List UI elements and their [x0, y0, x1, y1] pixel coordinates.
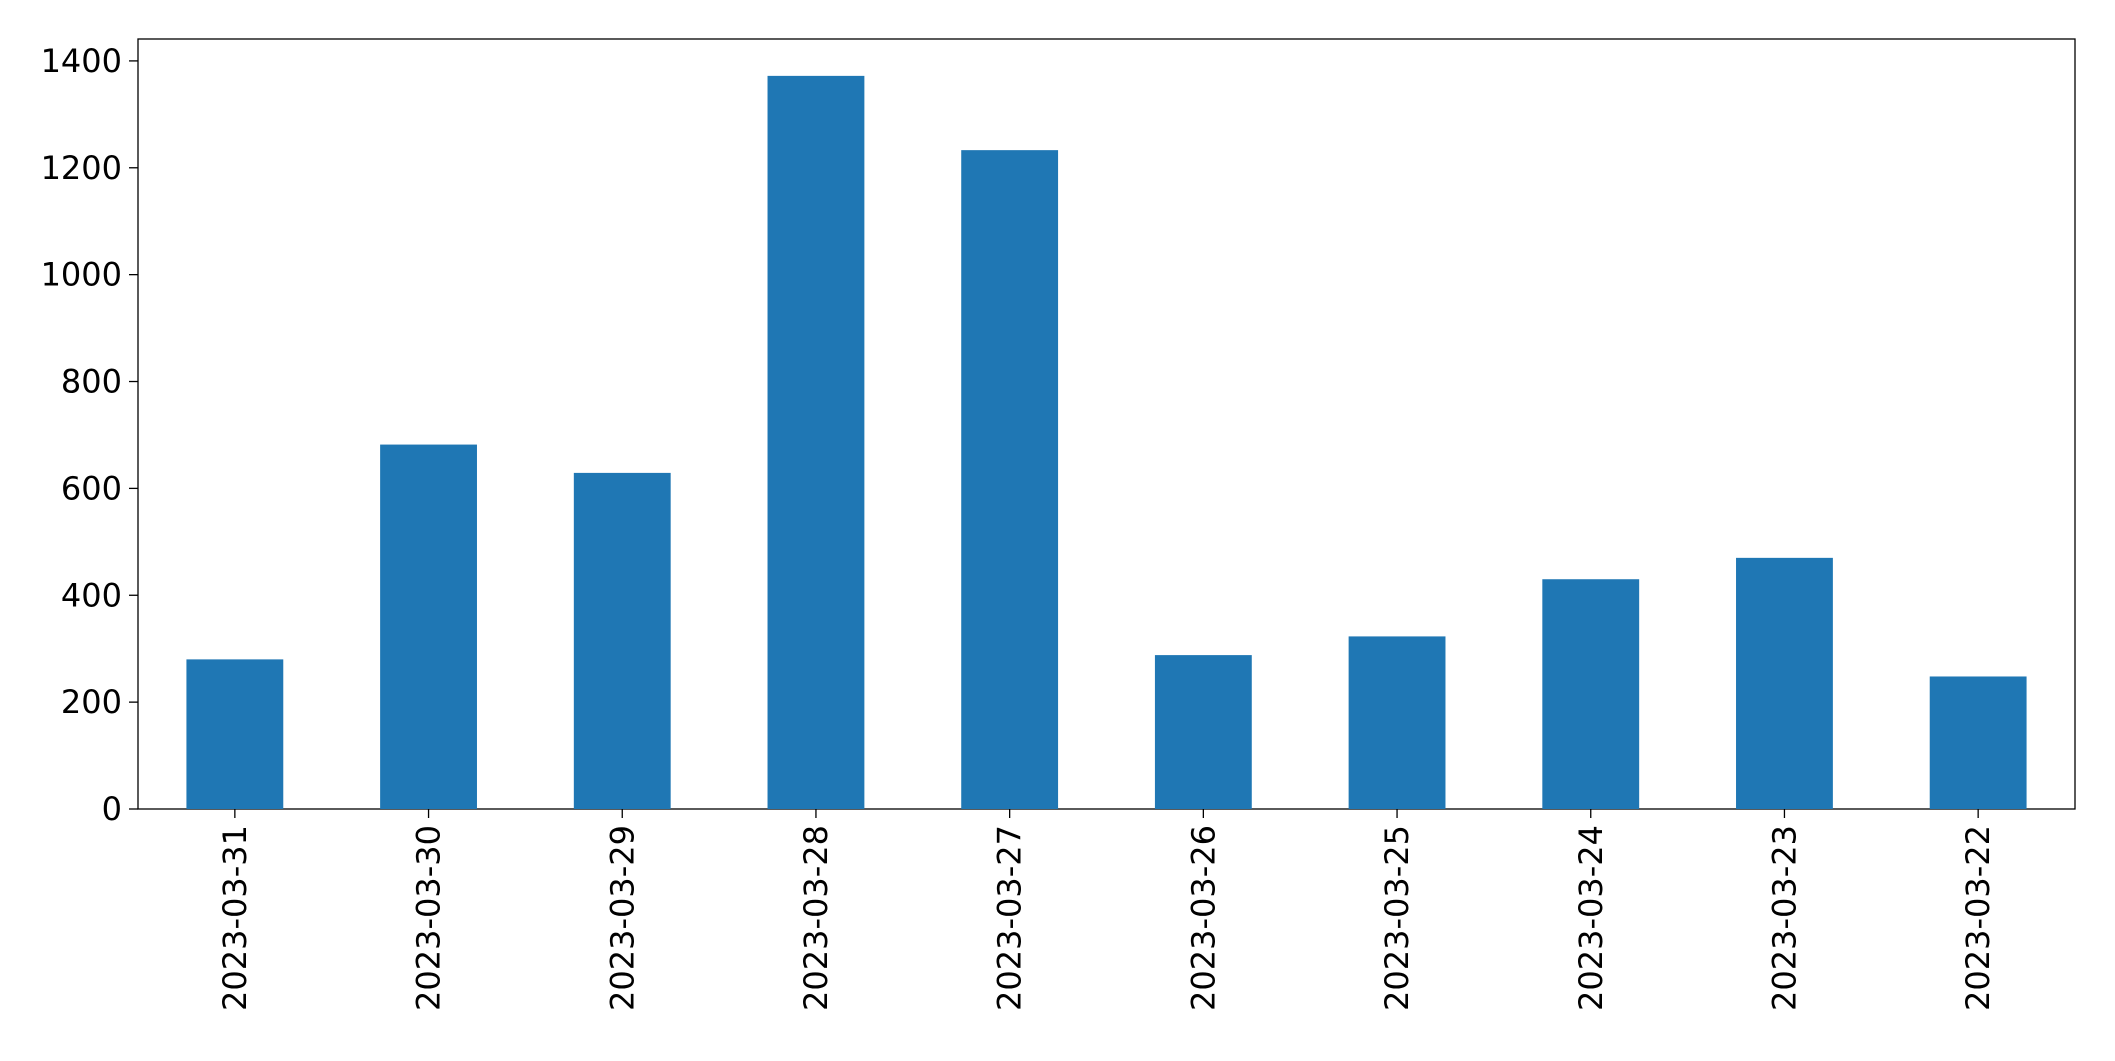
y-tick-label: 1000 [41, 256, 122, 294]
x-tick-label: 2023-03-31 [216, 825, 254, 1011]
y-tick-label: 600 [61, 469, 122, 507]
y-tick-label: 1200 [41, 149, 122, 187]
bar [573, 472, 671, 809]
x-tick-label: 2023-03-28 [797, 825, 835, 1011]
y-tick-label: 1400 [41, 42, 122, 80]
bar [1736, 557, 1833, 809]
bar [380, 444, 477, 809]
y-tick-label: 400 [61, 576, 122, 614]
x-tick-label: 2023-03-22 [1959, 825, 1997, 1011]
bar [1929, 676, 2027, 809]
y-tick-label: 800 [61, 363, 122, 401]
x-tick-label: 2023-03-29 [603, 825, 641, 1011]
bar [1542, 579, 1640, 809]
x-tick-label: 2023-03-27 [991, 825, 1029, 1011]
bar [767, 75, 865, 809]
x-tick-label: 2023-03-30 [410, 825, 448, 1011]
y-tick-label: 200 [61, 683, 122, 721]
y-tick-label: 0 [102, 790, 122, 828]
x-tick-label: 2023-03-23 [1765, 825, 1803, 1011]
x-tick-label: 2023-03-26 [1184, 825, 1222, 1011]
bar [1154, 655, 1252, 809]
axes-frame [137, 38, 2076, 810]
bar [1348, 636, 1446, 809]
bar [961, 150, 1059, 810]
x-tick-label: 2023-03-25 [1378, 825, 1416, 1011]
bar [186, 659, 284, 809]
x-tick-label: 2023-03-24 [1572, 825, 1610, 1011]
